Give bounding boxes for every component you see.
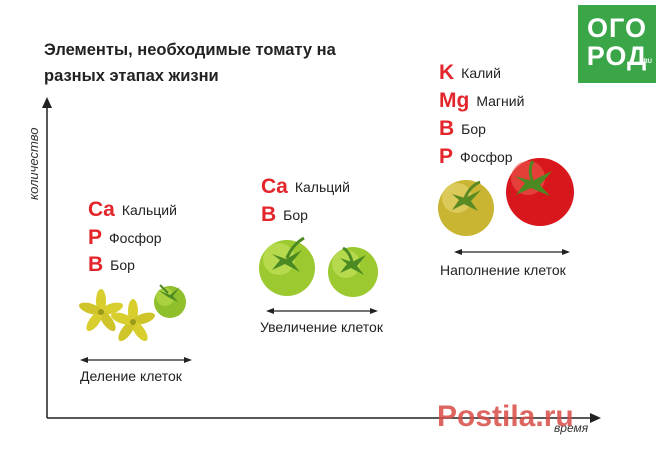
element-name: Фосфор <box>109 230 162 246</box>
element-row: Ca Кальций <box>88 197 177 223</box>
element-row: P Фосфор <box>88 225 162 251</box>
small-green-tomato-icon <box>154 284 186 318</box>
element-row: B Бор <box>261 202 308 228</box>
logo-line-2: РОД <box>586 41 648 71</box>
element-name: Магний <box>476 93 525 109</box>
element-name: Калий <box>461 65 501 81</box>
element-row: Mg Магний <box>439 88 524 114</box>
element-row: B Бор <box>439 116 486 142</box>
flower-icon <box>79 289 123 332</box>
logo-mark: RU <box>643 59 652 65</box>
element-symbol: Ca <box>88 198 115 221</box>
element-symbol: P <box>88 226 103 249</box>
green-tomato-icon <box>259 236 315 296</box>
element-symbol: B <box>88 253 104 276</box>
element-symbol: B <box>439 117 455 140</box>
green-tomato-icon <box>328 246 378 297</box>
x-axis <box>47 413 601 423</box>
stage-2-range-arrow <box>266 308 378 314</box>
element-name: Бор <box>110 257 135 273</box>
flower-icon <box>111 299 155 342</box>
ripening-tomato-icon <box>438 180 494 236</box>
element-name: Кальций <box>121 202 177 218</box>
x-axis-label: время <box>554 421 589 435</box>
element-symbol: Mg <box>439 89 470 112</box>
stage-label: Наполнение клеток <box>440 262 566 278</box>
element-row: Ca Кальций <box>261 174 350 200</box>
y-axis <box>42 97 52 418</box>
element-name: Бор <box>461 121 486 137</box>
stage-label: Деление клеток <box>80 368 182 384</box>
stage-3-range-arrow <box>454 249 570 255</box>
element-name: Бор <box>283 207 308 223</box>
element-name: Фосфор <box>460 149 513 165</box>
brand-logo: ОГО РОД RU <box>578 5 656 83</box>
stage-label: Увеличение клеток <box>260 319 383 335</box>
element-symbol: K <box>439 61 455 84</box>
element-symbol: P <box>439 145 454 168</box>
element-symbol: Ca <box>261 175 288 198</box>
red-tomato-icon <box>506 158 574 226</box>
page-title: Элементы, необходимые томату на разных э… <box>44 41 336 85</box>
element-row: P Фосфор <box>439 144 513 170</box>
element-row: K Калий <box>439 60 501 86</box>
watermark: Postila.ru <box>437 400 574 433</box>
element-symbol: B <box>261 203 277 226</box>
element-row: B Бор <box>88 252 135 278</box>
stage-1-range-arrow <box>80 357 192 363</box>
logo-line-1: ОГО <box>587 13 647 43</box>
element-name: Кальций <box>294 179 350 195</box>
y-axis-label: количество <box>26 127 41 200</box>
